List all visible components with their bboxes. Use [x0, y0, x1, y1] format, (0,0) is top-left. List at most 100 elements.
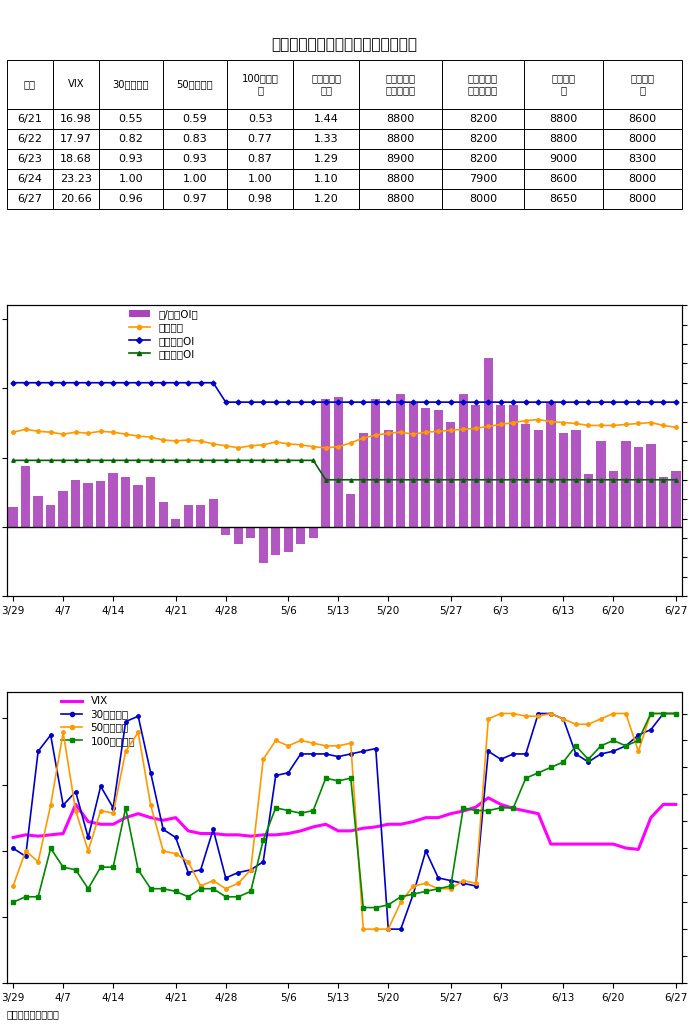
- Text: 6/21: 6/21: [17, 114, 42, 124]
- Text: 30日百分位: 30日百分位: [112, 80, 149, 89]
- 100日百分位: [359, 901, 367, 913]
- 100日百分位: [9, 896, 17, 908]
- 100日百分位: [121, 802, 130, 814]
- Bar: [621, 441, 630, 527]
- Bar: [433, 411, 443, 527]
- 50日百分位: [472, 878, 480, 890]
- Bar: [409, 402, 418, 527]
- FancyBboxPatch shape: [99, 60, 163, 109]
- Text: 0.96: 0.96: [119, 195, 143, 205]
- Bar: [559, 432, 568, 527]
- 100日百分位: [422, 886, 430, 898]
- Line: 50日百分位: 50日百分位: [12, 712, 677, 931]
- Text: 0.53: 0.53: [248, 114, 272, 124]
- FancyBboxPatch shape: [99, 169, 163, 189]
- FancyBboxPatch shape: [524, 109, 603, 129]
- VIX: [672, 799, 680, 811]
- FancyBboxPatch shape: [603, 60, 682, 109]
- Bar: [508, 404, 518, 527]
- Bar: [309, 527, 318, 538]
- Bar: [608, 471, 618, 527]
- Bar: [546, 402, 555, 527]
- FancyBboxPatch shape: [603, 169, 682, 189]
- Bar: [246, 527, 256, 538]
- Bar: [134, 485, 143, 527]
- Text: 6/23: 6/23: [17, 154, 42, 164]
- Bar: [158, 502, 168, 527]
- Text: 0.59: 0.59: [183, 114, 207, 124]
- FancyBboxPatch shape: [360, 109, 442, 129]
- FancyBboxPatch shape: [360, 60, 442, 109]
- Text: 選賣權最
大: 選賣權最 大: [630, 74, 655, 95]
- 50日百分位: [409, 880, 418, 892]
- Bar: [59, 490, 68, 527]
- 30日百分位: [534, 708, 542, 720]
- Legend: 賣/買權OI比, 加權指數, 買權最大OI, 賣權最大OI: 賣/買權OI比, 加權指數, 買權最大OI, 賣權最大OI: [127, 307, 200, 360]
- Bar: [346, 494, 356, 527]
- FancyBboxPatch shape: [294, 60, 360, 109]
- FancyBboxPatch shape: [163, 109, 227, 129]
- Text: 17.97: 17.97: [60, 134, 92, 144]
- 100日百分位: [472, 805, 480, 817]
- Text: 9000: 9000: [550, 154, 577, 164]
- Text: 8600: 8600: [550, 174, 577, 184]
- Text: 1.29: 1.29: [313, 154, 339, 164]
- Text: 0.83: 0.83: [183, 134, 207, 144]
- FancyBboxPatch shape: [227, 169, 294, 189]
- Bar: [221, 527, 230, 536]
- 30日百分位: [121, 716, 130, 728]
- 50日百分位: [121, 745, 130, 758]
- Text: 100日百分
位: 100日百分 位: [242, 74, 278, 95]
- Text: VIX: VIX: [68, 80, 84, 89]
- FancyBboxPatch shape: [524, 60, 603, 109]
- Bar: [659, 477, 668, 527]
- Bar: [234, 527, 243, 544]
- Text: 16.98: 16.98: [60, 114, 92, 124]
- Text: 0.77: 0.77: [247, 134, 273, 144]
- FancyBboxPatch shape: [442, 189, 524, 209]
- Bar: [634, 446, 643, 527]
- Bar: [396, 394, 405, 527]
- Text: 1.00: 1.00: [248, 174, 272, 184]
- 50日百分位: [359, 923, 367, 935]
- Bar: [333, 396, 343, 527]
- 50日百分位: [672, 708, 680, 720]
- Text: 7900: 7900: [469, 174, 497, 184]
- Text: 1.00: 1.00: [119, 174, 143, 184]
- Bar: [321, 399, 331, 527]
- Text: 23.23: 23.23: [60, 174, 92, 184]
- Text: 8200: 8200: [469, 154, 497, 164]
- FancyBboxPatch shape: [294, 169, 360, 189]
- Bar: [384, 430, 393, 527]
- FancyBboxPatch shape: [7, 60, 53, 109]
- FancyBboxPatch shape: [360, 129, 442, 148]
- Bar: [71, 480, 81, 527]
- Text: 選買權最
大: 選買權最 大: [552, 74, 575, 95]
- Bar: [421, 408, 431, 527]
- FancyBboxPatch shape: [7, 169, 53, 189]
- FancyBboxPatch shape: [360, 189, 442, 209]
- FancyBboxPatch shape: [53, 60, 99, 109]
- Bar: [471, 404, 480, 527]
- Text: 8800: 8800: [387, 195, 415, 205]
- Text: 6/27: 6/27: [17, 195, 42, 205]
- Bar: [671, 471, 681, 527]
- FancyBboxPatch shape: [442, 129, 524, 148]
- FancyBboxPatch shape: [7, 148, 53, 169]
- Bar: [34, 497, 43, 527]
- Text: 8000: 8000: [628, 134, 657, 144]
- FancyBboxPatch shape: [163, 129, 227, 148]
- Text: 1.00: 1.00: [183, 174, 207, 184]
- FancyBboxPatch shape: [442, 148, 524, 169]
- Bar: [358, 432, 368, 527]
- 50日百分位: [497, 708, 505, 720]
- FancyBboxPatch shape: [294, 109, 360, 129]
- 30日百分位: [9, 842, 17, 854]
- FancyBboxPatch shape: [7, 129, 53, 148]
- Text: 6/22: 6/22: [17, 134, 42, 144]
- Text: 8200: 8200: [469, 134, 497, 144]
- FancyBboxPatch shape: [603, 148, 682, 169]
- 30日百分位: [259, 856, 267, 868]
- Text: 8300: 8300: [628, 154, 657, 164]
- Text: 8900: 8900: [387, 154, 415, 164]
